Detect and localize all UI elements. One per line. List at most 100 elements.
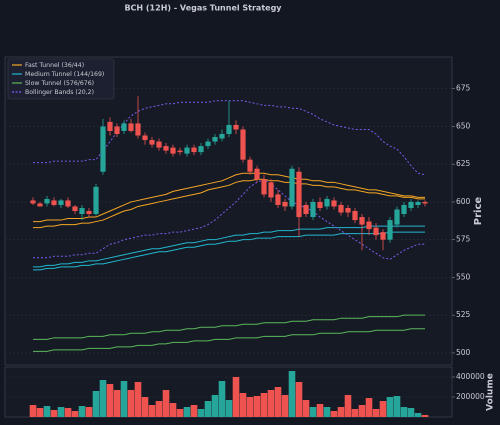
candle-body	[86, 211, 92, 215]
y-tick-label: 625	[456, 159, 471, 168]
candle-body	[233, 124, 239, 130]
volume-bar	[337, 407, 345, 417]
volume-bar	[309, 407, 317, 417]
candle-body	[170, 147, 176, 154]
chart-title: BCH (12H) - Vegas Tunnel Strategy	[124, 4, 282, 13]
volume-bar	[197, 409, 205, 417]
volume-bar	[365, 398, 373, 417]
legend-label: Slow Tunnel (576/676)	[25, 80, 94, 87]
volume-bar	[50, 410, 58, 417]
candle-body	[226, 124, 232, 134]
volume-bar	[225, 400, 233, 417]
volume-axis-label: Volume	[486, 373, 496, 411]
volume-bar	[141, 397, 149, 417]
volume-bar	[260, 393, 268, 417]
volume-bar	[267, 390, 275, 417]
volume-bar	[344, 395, 352, 417]
volume-bar	[295, 382, 303, 417]
candle-body	[345, 207, 351, 213]
candle-body	[422, 201, 428, 204]
indicator-line	[33, 100, 426, 176]
volume-bar	[78, 406, 86, 417]
indicator-line	[33, 178, 425, 229]
volume-bar	[302, 400, 310, 417]
candle-body	[72, 206, 78, 211]
candle-body	[44, 198, 50, 204]
indicator-line	[33, 231, 425, 271]
candle-body	[184, 147, 190, 154]
volume-bar	[414, 413, 422, 417]
candle-body	[240, 129, 246, 160]
volume-bar	[92, 391, 100, 417]
candle-body	[142, 135, 148, 141]
candle-body	[289, 168, 295, 207]
volume-bar	[232, 377, 240, 417]
candle-body	[135, 123, 141, 136]
candle-body	[30, 200, 36, 204]
volume-bar	[386, 397, 394, 417]
candle-body	[387, 220, 393, 240]
volume-bar	[393, 396, 401, 417]
candle-body	[93, 186, 99, 215]
volume-bar	[183, 407, 191, 417]
candle-body	[275, 194, 281, 205]
candle-body	[156, 141, 162, 148]
candle-body	[114, 126, 120, 134]
candle-body	[324, 198, 330, 207]
volume-bar	[162, 390, 170, 417]
y-tick-label: 650	[456, 121, 471, 130]
candle-body	[394, 209, 400, 225]
candle-body	[268, 182, 274, 198]
candle-body	[338, 204, 344, 213]
volume-bar	[190, 405, 198, 417]
volume-bar	[211, 395, 219, 417]
candle-body	[261, 179, 267, 195]
y-tick-label: 400000	[456, 372, 485, 381]
candle-body	[79, 207, 85, 215]
candle-body	[415, 201, 421, 205]
y-tick-label: 200000	[456, 392, 485, 401]
candle-body	[128, 123, 134, 131]
candle-body	[408, 201, 414, 208]
candle-body	[163, 146, 169, 151]
candle-body	[303, 204, 309, 215]
candle-body	[247, 159, 253, 172]
volume-bar	[64, 408, 72, 417]
volume-bar	[134, 382, 142, 417]
volume-bar	[29, 405, 37, 417]
y-tick-label: 575	[456, 235, 471, 244]
candle-body	[198, 146, 204, 153]
volume-bar	[246, 397, 254, 417]
candle-body	[380, 232, 386, 240]
candle-body	[282, 201, 288, 207]
candle-body	[65, 200, 71, 207]
volume-bar	[120, 381, 128, 417]
candle-body	[51, 200, 57, 205]
candle-body	[296, 171, 302, 218]
volume-bar	[218, 381, 226, 417]
candle-body	[177, 150, 183, 153]
candle-body	[352, 211, 358, 221]
legend-label: Bollinger Bands (20,2)	[25, 89, 94, 96]
candle-body	[366, 221, 372, 230]
volume-bar	[57, 407, 65, 417]
candle-body	[401, 204, 407, 215]
volume-bar	[85, 407, 93, 417]
price-panel	[4, 56, 453, 366]
y-tick-label: 675	[456, 84, 471, 93]
candle-body	[205, 141, 211, 147]
y-tick-label: 600	[456, 197, 471, 206]
volume-bar	[169, 403, 177, 417]
volume-bar	[274, 387, 282, 417]
candle-body	[100, 126, 106, 172]
indicator-line	[33, 172, 425, 223]
volume-bar	[148, 405, 156, 417]
candle-body	[254, 168, 260, 180]
volume-bar	[176, 409, 184, 417]
candle-body	[149, 140, 155, 145]
volume-bar	[400, 407, 408, 417]
volume-bar	[239, 393, 247, 417]
y-tick-label: 550	[456, 272, 471, 281]
volume-bar	[288, 371, 296, 417]
candle-body	[219, 134, 225, 139]
